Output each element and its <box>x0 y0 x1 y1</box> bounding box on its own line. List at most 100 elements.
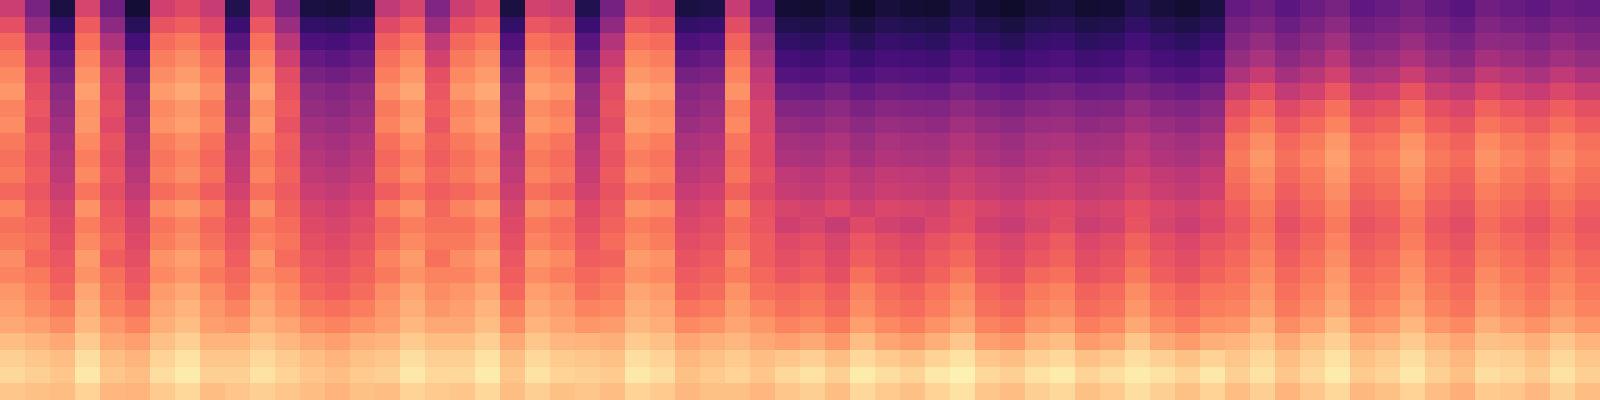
cell <box>500 267 526 284</box>
cell <box>0 300 26 317</box>
cell <box>675 100 701 117</box>
cell <box>725 0 751 17</box>
cell <box>625 217 651 234</box>
cell <box>1200 350 1226 367</box>
cell <box>850 167 876 184</box>
cell <box>1125 167 1151 184</box>
cell <box>350 167 376 184</box>
cell <box>950 250 976 267</box>
cell <box>1575 200 1600 217</box>
cell <box>550 200 576 217</box>
cell <box>375 250 401 267</box>
cell <box>1425 83 1451 100</box>
cell <box>650 167 676 184</box>
cell <box>25 200 51 217</box>
cell <box>1225 200 1251 217</box>
cell <box>250 350 276 367</box>
cell <box>350 367 376 384</box>
cell <box>25 283 51 300</box>
cell <box>350 383 376 400</box>
cell <box>475 217 501 234</box>
cell <box>1450 100 1476 117</box>
cell <box>125 150 151 167</box>
cell <box>1525 117 1551 134</box>
cell <box>1300 367 1326 384</box>
cell <box>200 333 226 350</box>
cell <box>625 383 651 400</box>
cell <box>0 333 26 350</box>
cell <box>1450 383 1476 400</box>
cell <box>400 133 426 150</box>
cell <box>1300 267 1326 284</box>
cell <box>100 100 126 117</box>
cell <box>925 183 951 200</box>
cell <box>800 117 826 134</box>
cell <box>1550 267 1576 284</box>
cell <box>875 300 901 317</box>
cell <box>475 333 501 350</box>
cell <box>475 167 501 184</box>
cell <box>400 367 426 384</box>
cell <box>1375 133 1401 150</box>
cell <box>1275 50 1301 67</box>
cell <box>1125 0 1151 17</box>
cell <box>975 267 1001 284</box>
cell <box>950 217 976 234</box>
cell <box>225 117 251 134</box>
cell <box>1075 300 1101 317</box>
cell <box>550 317 576 334</box>
cell <box>1500 117 1526 134</box>
cell <box>1050 17 1076 34</box>
cell <box>1325 367 1351 384</box>
cell <box>1550 167 1576 184</box>
cell <box>1125 350 1151 367</box>
cell <box>50 0 76 17</box>
cell <box>1400 50 1426 67</box>
cell <box>1550 100 1576 117</box>
cell <box>450 117 476 134</box>
cell <box>1025 333 1051 350</box>
cell <box>850 50 876 67</box>
cell <box>350 300 376 317</box>
cell <box>1550 117 1576 134</box>
cell <box>1200 133 1226 150</box>
cell <box>700 0 726 17</box>
cell <box>325 350 351 367</box>
cell <box>1125 67 1151 84</box>
cell <box>700 317 726 334</box>
cell <box>800 233 826 250</box>
cell <box>1250 17 1276 34</box>
cell <box>0 233 26 250</box>
cell <box>50 117 76 134</box>
cell <box>550 350 576 367</box>
cell <box>1325 300 1351 317</box>
cell <box>350 50 376 67</box>
cell <box>1425 133 1451 150</box>
cell <box>1500 350 1526 367</box>
cell <box>1450 67 1476 84</box>
cell <box>325 267 351 284</box>
cell <box>1050 33 1076 50</box>
cell <box>1375 317 1401 334</box>
cell <box>1300 50 1326 67</box>
cell <box>1550 67 1576 84</box>
cell <box>825 233 851 250</box>
cell <box>650 183 676 200</box>
cell <box>950 267 976 284</box>
cell <box>800 33 826 50</box>
cell <box>1225 367 1251 384</box>
cell <box>150 300 176 317</box>
cell <box>1525 250 1551 267</box>
cell <box>975 117 1001 134</box>
cell <box>200 17 226 34</box>
cell <box>1350 33 1376 50</box>
cell <box>1575 300 1600 317</box>
cell <box>1475 117 1501 134</box>
cell <box>925 383 951 400</box>
cell <box>925 233 951 250</box>
cell <box>1550 83 1576 100</box>
cell <box>125 17 151 34</box>
cell <box>1225 0 1251 17</box>
cell <box>900 367 926 384</box>
cell <box>1375 67 1401 84</box>
